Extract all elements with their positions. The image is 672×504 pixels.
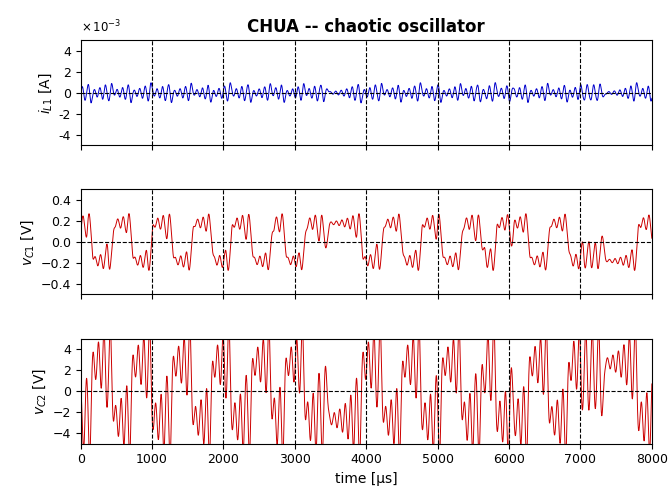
Y-axis label: $i_{L1}$ [A]: $i_{L1}$ [A] (38, 72, 54, 113)
Text: $\times\,10^{-3}$: $\times\,10^{-3}$ (81, 19, 121, 35)
Title: CHUA -- chaotic oscillator: CHUA -- chaotic oscillator (247, 18, 485, 36)
Y-axis label: $v_{C2}$ [V]: $v_{C2}$ [V] (32, 367, 48, 415)
X-axis label: time [μs]: time [μs] (335, 472, 398, 486)
Y-axis label: $v_{C1}$ [V]: $v_{C1}$ [V] (19, 218, 36, 266)
